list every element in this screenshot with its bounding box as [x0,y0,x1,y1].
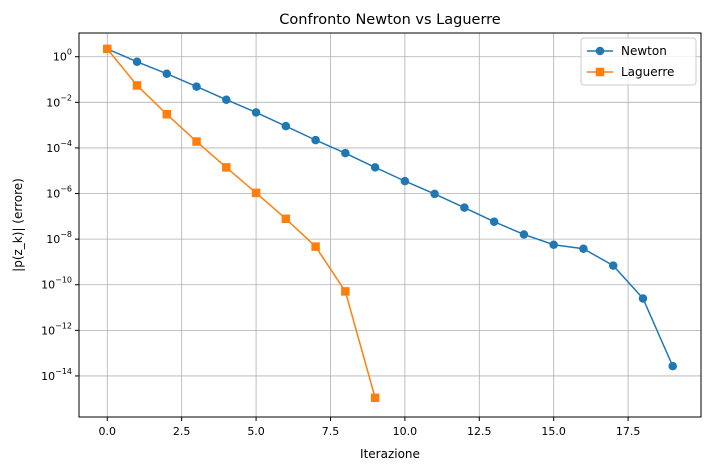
legend-box [580,37,697,86]
legend-label: Newton [621,44,667,58]
data-point [668,361,677,371]
data-point [370,393,380,403]
series-newton [103,44,677,371]
legend-item-newton: Newton [587,44,667,58]
data-point [549,240,558,249]
y-tick-label: 10−4 [46,139,72,155]
x-tick-label: 7.5 [322,425,340,438]
data-point [192,137,201,146]
y-tick-label: 10−10 [41,276,72,292]
legend: Newton Laguerre [580,37,697,86]
data-point [341,287,350,296]
data-point [638,294,648,303]
x-tick-label: 15.0 [541,425,566,438]
data-point [608,261,618,270]
plot-frame [78,32,702,418]
series-lines [103,44,677,403]
data-point [311,135,320,145]
data-point [489,217,499,226]
data-point [595,67,605,77]
data-point [460,203,469,212]
data-point [370,163,380,172]
y-tick-label: 10−14 [41,367,72,383]
y-tick-label: 10−2 [46,93,72,109]
data-point [519,230,529,239]
data-point [430,189,439,199]
data-point [311,242,320,251]
data-point [222,163,231,172]
y-tick-label: 10−8 [46,230,72,246]
data-point [595,46,605,56]
data-point [579,244,588,253]
x-axis-label: Iterazione [360,447,420,461]
data-point [281,214,291,224]
data-point [400,176,410,186]
data-point [162,109,172,119]
x-tick-label: 12.5 [467,425,492,438]
data-point [192,82,201,91]
data-point [251,108,261,117]
data-point [132,81,142,90]
y-axis-label: |p(z_k)| (errore) [11,178,25,272]
chart-title: Confronto Newton vs Laguerre [279,12,501,28]
data-point [251,188,261,198]
data-point [132,57,142,67]
data-point [281,121,291,131]
x-tick-label: 5.0 [247,425,265,438]
x-tick-label: 17.5 [616,425,641,438]
data-point [162,69,172,78]
x-tick-label: 0.0 [99,425,117,438]
y-tick-label: 100 [53,48,72,64]
grid [79,33,701,417]
x-tick-label: 10.0 [393,425,418,438]
x-tick-label: 2.5 [173,425,191,438]
series-line [106,48,674,367]
data-point [222,95,231,104]
data-point [103,44,112,54]
legend-item-laguerre: Laguerre [587,65,674,79]
series-laguerre [103,44,380,403]
y-tick-label: 10−12 [41,321,72,337]
series-line [106,48,376,399]
y-tick-label: 10−6 [46,185,72,201]
legend-label: Laguerre [621,65,674,79]
data-point [341,148,350,158]
